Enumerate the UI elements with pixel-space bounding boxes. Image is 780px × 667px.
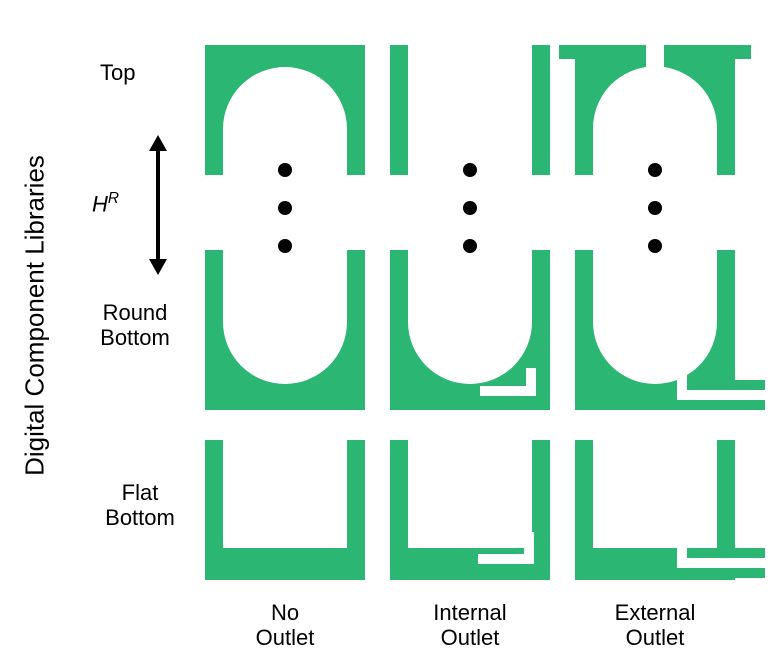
shape-flat-ext-sp1 xyxy=(735,548,765,558)
ellipsis-dot xyxy=(278,201,292,215)
ellipsis-dot xyxy=(278,163,292,177)
shape-round-ext-base xyxy=(575,250,735,410)
hr-label: HR xyxy=(92,190,119,217)
col-label-internal-outlet: InternalOutlet xyxy=(390,600,550,651)
row-label-round-bottom: RoundBottom xyxy=(90,300,180,351)
ellipsis-dot xyxy=(648,201,662,215)
shape-top-ext-l xyxy=(559,45,646,175)
row-label-top: Top xyxy=(100,60,135,85)
shape-round-no xyxy=(205,250,365,410)
shape-round-ext-sp2 xyxy=(735,400,765,410)
shape-top-int-r xyxy=(532,45,550,175)
ellipsis-dot xyxy=(648,239,662,253)
shape-top-ext-r xyxy=(664,45,751,175)
shape-top-int-l xyxy=(390,45,408,175)
shape-flat-ext-sp2 xyxy=(735,568,765,578)
row-label-flat-bottom: FlatBottom xyxy=(100,480,180,531)
hr-arrow-head-up xyxy=(149,135,167,151)
col-label-no-outlet: NoOutlet xyxy=(205,600,365,651)
ellipsis-dot xyxy=(278,239,292,253)
shape-round-ext-sp1 xyxy=(735,380,765,390)
ellipsis-dot xyxy=(648,163,662,177)
ellipsis-dot xyxy=(463,239,477,253)
col-label-external-outlet: ExternalOutlet xyxy=(575,600,735,651)
shape-round-ext-cut xyxy=(677,390,765,400)
shape-top-no xyxy=(205,45,365,175)
hr-arrow-head-down xyxy=(149,259,167,275)
ellipsis-dot xyxy=(463,163,477,177)
vertical-title: Digital Component Libraries xyxy=(20,146,51,486)
shape-flat-no xyxy=(205,440,365,580)
ellipsis-dot xyxy=(463,201,477,215)
